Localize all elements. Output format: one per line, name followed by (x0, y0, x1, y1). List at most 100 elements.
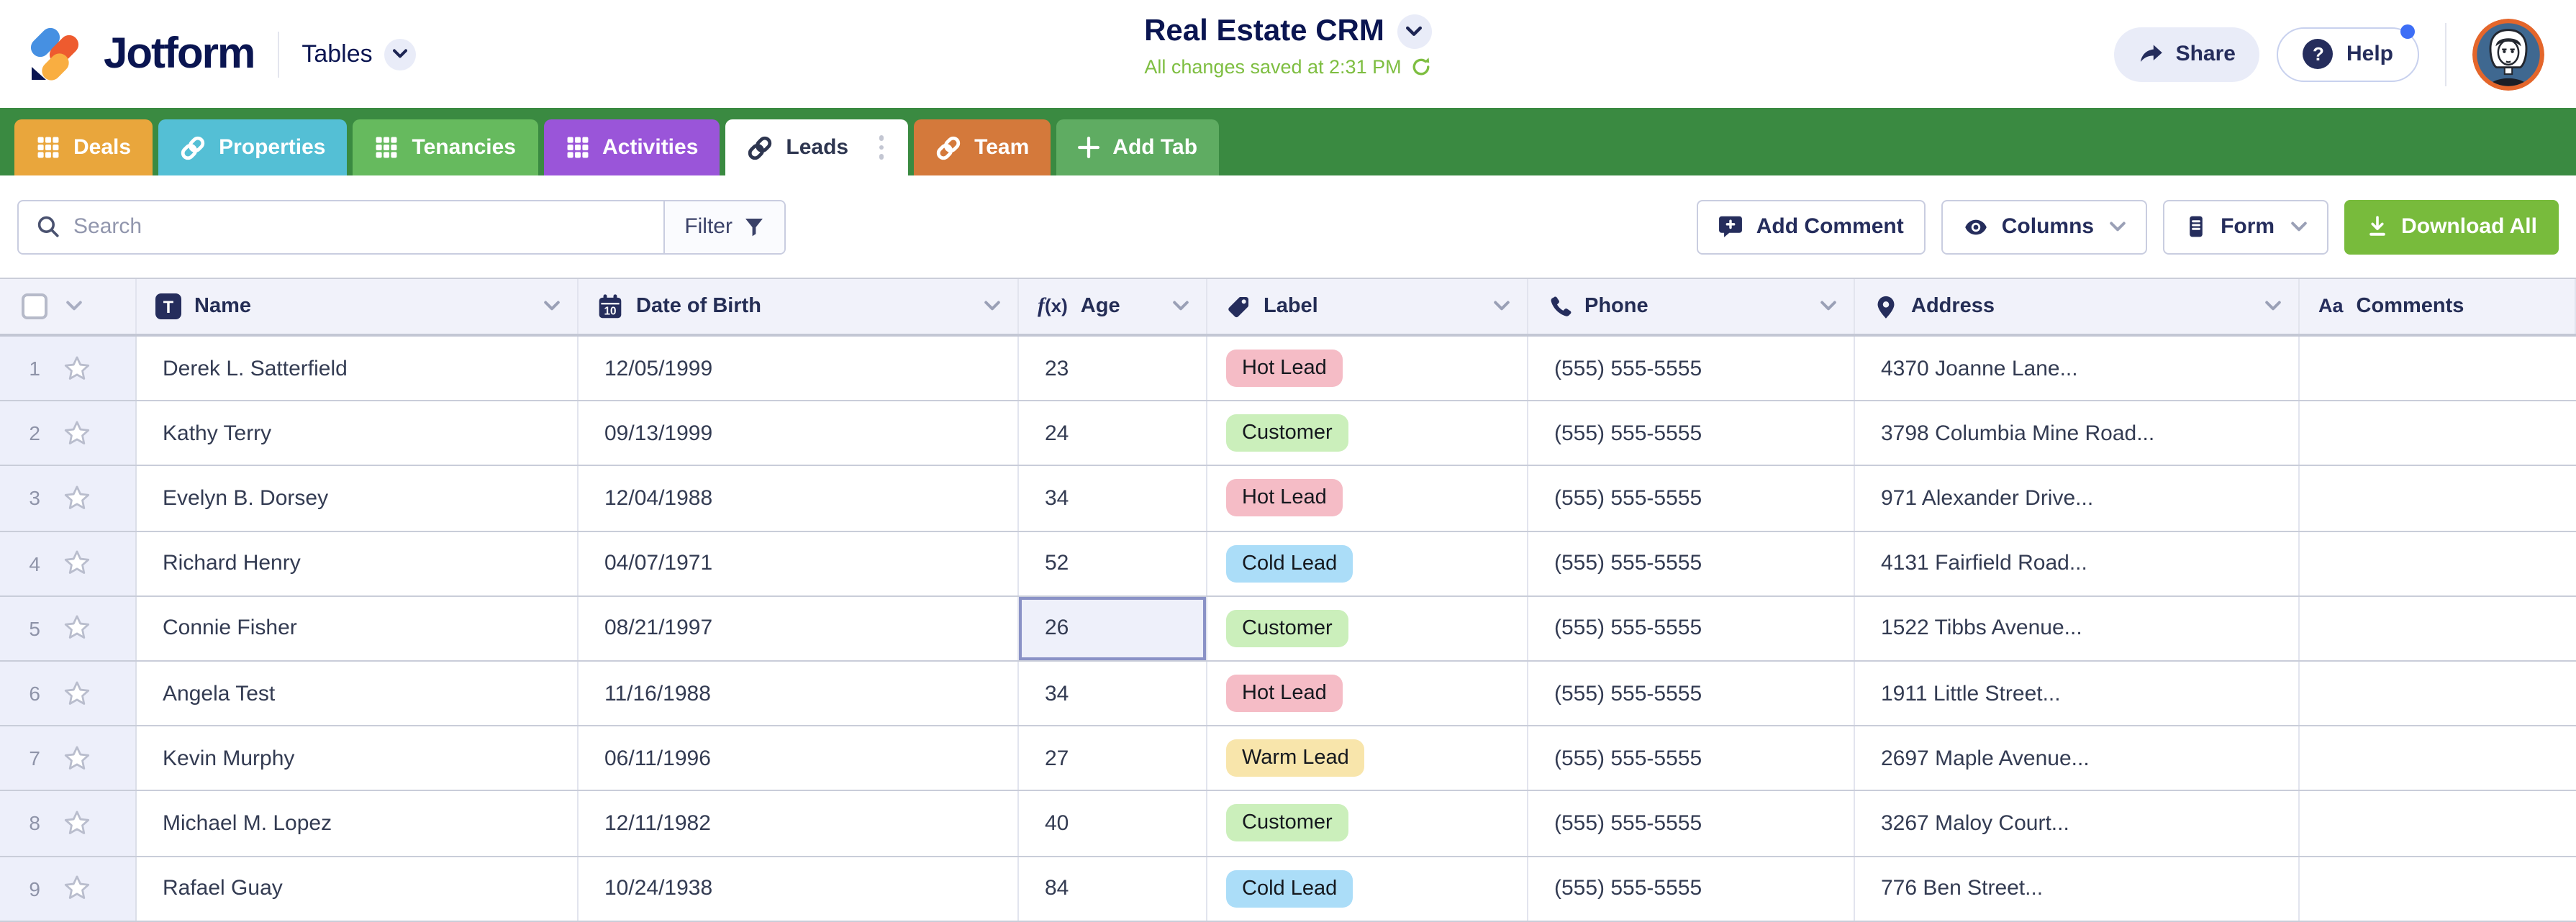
cell-age[interactable]: 24 (1019, 401, 1207, 465)
cell-label[interactable]: Cold Lead (1207, 531, 1528, 595)
cell-dob[interactable]: 08/21/1997 (579, 596, 1019, 660)
favorite-star-icon[interactable] (62, 353, 92, 383)
cell-phone[interactable]: (555) 555-5555 (1528, 661, 1855, 726)
favorite-star-icon[interactable] (62, 873, 92, 903)
favorite-star-icon[interactable] (62, 743, 92, 773)
chevron-down-icon[interactable] (1820, 301, 1836, 312)
cell-address[interactable]: 3798 Columbia Mine Road... (1855, 401, 2300, 465)
chevron-down-icon[interactable] (984, 301, 1000, 312)
tab-add-tab[interactable]: Add Tab (1056, 119, 1220, 175)
cell-age[interactable]: 84 (1019, 857, 1207, 921)
columns-button[interactable]: Columns (1941, 199, 2148, 254)
cell-dob[interactable]: 12/11/1982 (579, 791, 1019, 855)
cell-comments[interactable] (2300, 726, 2576, 790)
cell-phone[interactable]: (555) 555-5555 (1528, 531, 1855, 595)
cell-phone[interactable]: (555) 555-5555 (1528, 791, 1855, 855)
chevron-down-icon[interactable] (544, 301, 560, 312)
cell-name[interactable]: Evelyn B. Dorsey (137, 466, 579, 531)
column-header-address[interactable]: Address (1855, 279, 2300, 334)
avatar[interactable] (2472, 18, 2544, 90)
tab-team[interactable]: Team (914, 119, 1051, 175)
cell-name[interactable]: Angela Test (137, 661, 579, 726)
cell-label[interactable]: Cold Lead (1207, 857, 1528, 921)
cell-address[interactable]: 1522 Tibbs Avenue... (1855, 596, 2300, 660)
download-all-button[interactable]: Download All (2344, 199, 2559, 254)
favorite-star-icon[interactable] (62, 678, 92, 708)
cell-comments[interactable] (2300, 531, 2576, 595)
favorite-star-icon[interactable] (62, 613, 92, 644)
cell-age[interactable]: 27 (1019, 726, 1207, 790)
cell-dob[interactable]: 04/07/1971 (579, 531, 1019, 595)
cell-dob[interactable]: 12/05/1999 (579, 337, 1019, 401)
cell-name[interactable]: Michael M. Lopez (137, 791, 579, 855)
cell-label[interactable]: Hot Lead (1207, 466, 1528, 531)
cell-age[interactable]: 23 (1019, 337, 1207, 401)
tab-properties[interactable]: Properties (158, 119, 348, 175)
cell-comments[interactable] (2300, 857, 2576, 920)
cell-label[interactable]: Warm Lead (1207, 726, 1528, 790)
cell-dob[interactable]: 10/24/1938 (579, 857, 1019, 921)
chevron-down-icon[interactable] (1173, 301, 1189, 312)
cell-phone[interactable]: (555) 555-5555 (1528, 857, 1855, 921)
cell-address[interactable]: 2697 Maple Avenue... (1855, 726, 2300, 790)
cell-comments[interactable] (2300, 467, 2576, 530)
cell-dob[interactable]: 06/11/1996 (579, 726, 1019, 790)
product-switcher[interactable]: Tables (301, 38, 416, 70)
cell-name[interactable]: Kevin Murphy (137, 726, 579, 790)
favorite-star-icon[interactable] (62, 419, 92, 449)
cell-address[interactable]: 4131 Fairfield Road... (1855, 531, 2300, 595)
cell-comments[interactable] (2300, 401, 2576, 465)
chevron-down-icon[interactable] (2265, 301, 2281, 312)
cell-label[interactable]: Customer (1207, 791, 1528, 855)
share-button[interactable]: Share (2113, 27, 2260, 81)
cell-phone[interactable]: (555) 555-5555 (1528, 726, 1855, 790)
filter-button[interactable]: Filter (663, 201, 784, 252)
column-header-dob[interactable]: 10 Date of Birth (579, 279, 1019, 334)
tab-deals[interactable]: Deals (14, 119, 153, 175)
cell-address[interactable]: 971 Alexander Drive... (1855, 466, 2300, 531)
cell-age[interactable]: 40 (1019, 791, 1207, 855)
tab-activities[interactable]: Activities (543, 119, 720, 175)
select-all-checkbox[interactable] (22, 293, 47, 319)
column-header-age[interactable]: f(x) Age (1019, 279, 1207, 334)
column-header-comments[interactable]: Aa Comments (2300, 279, 2576, 334)
column-header-phone[interactable]: Phone (1528, 279, 1855, 334)
cell-name[interactable]: Richard Henry (137, 531, 579, 595)
favorite-star-icon[interactable] (62, 548, 92, 578)
cell-phone[interactable]: (555) 555-5555 (1528, 596, 1855, 660)
search-input[interactable] (73, 201, 663, 252)
cell-age[interactable]: 34 (1019, 661, 1207, 726)
cell-label[interactable]: Hot Lead (1207, 661, 1528, 726)
cell-label[interactable]: Customer (1207, 401, 1528, 465)
cell-comments[interactable] (2300, 597, 2576, 660)
cell-phone[interactable]: (555) 555-5555 (1528, 466, 1855, 531)
chevron-down-icon[interactable] (66, 301, 82, 312)
column-header-label[interactable]: Label (1207, 279, 1528, 334)
cell-name[interactable]: Connie Fisher (137, 596, 579, 660)
cell-address[interactable]: 776 Ben Street... (1855, 857, 2300, 921)
cell-address[interactable]: 3267 Maloy Court... (1855, 791, 2300, 855)
cell-dob[interactable]: 11/16/1988 (579, 661, 1019, 726)
favorite-star-icon[interactable] (62, 483, 92, 514)
refresh-icon[interactable] (1410, 56, 1432, 78)
tab-menu-dots-icon[interactable] (876, 132, 886, 164)
cell-phone[interactable]: (555) 555-5555 (1528, 337, 1855, 401)
cell-name[interactable]: Kathy Terry (137, 401, 579, 465)
workspace-title-row[interactable]: Real Estate CRM (1144, 14, 1432, 49)
cell-address[interactable]: 1911 Little Street... (1855, 661, 2300, 726)
form-button[interactable]: Form (2163, 199, 2328, 254)
cell-dob[interactable]: 09/13/1999 (579, 401, 1019, 465)
tab-tenancies[interactable]: Tenancies (353, 119, 538, 175)
favorite-star-icon[interactable] (62, 808, 92, 839)
cell-label[interactable]: Customer (1207, 596, 1528, 660)
chevron-down-icon[interactable] (1494, 301, 1510, 312)
add-comment-button[interactable]: Add Comment (1697, 199, 1926, 254)
cell-comments[interactable] (2300, 792, 2576, 855)
help-button[interactable]: ? Help (2277, 24, 2419, 81)
title-chevron-down-icon[interactable] (1397, 14, 1432, 49)
cell-name[interactable]: Rafael Guay (137, 857, 579, 921)
cell-age[interactable]: 26 (1019, 596, 1207, 660)
cell-comments[interactable] (2300, 662, 2576, 725)
cell-label[interactable]: Hot Lead (1207, 337, 1528, 401)
cell-dob[interactable]: 12/04/1988 (579, 466, 1019, 531)
